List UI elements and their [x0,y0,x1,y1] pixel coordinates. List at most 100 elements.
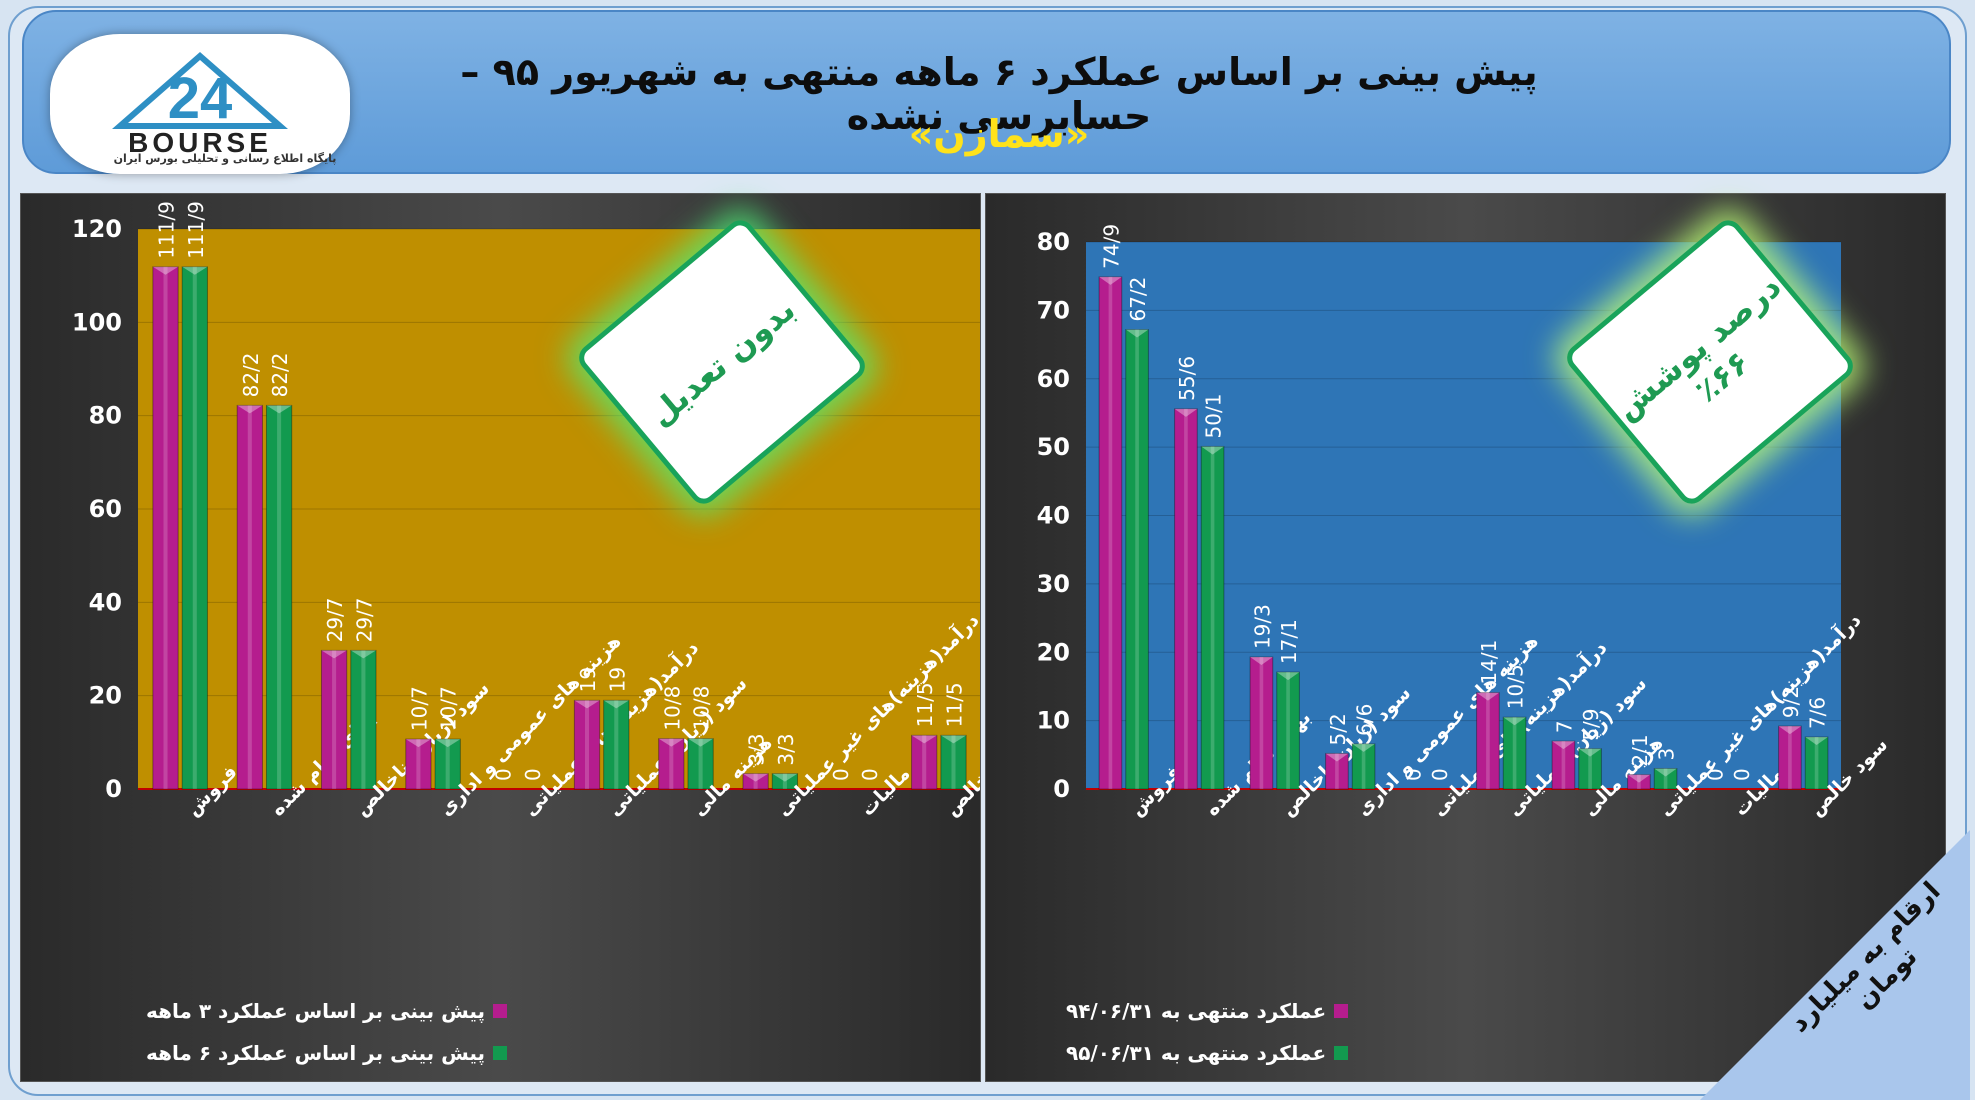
bar-cap [321,650,347,659]
logo-number: 24 [168,66,233,131]
y-tick-label: 0 [105,775,122,803]
logo-subtitle: پایگاه اطلاع رسانی و تحلیلی بورس ایران [113,152,337,165]
data-label: 2/1 [1628,734,1652,766]
data-label: 111/9 [184,201,208,259]
bar [1476,692,1500,790]
y-tick-label: 20 [1037,638,1070,666]
bar-cap [1476,692,1500,701]
data-label: 10/7 [437,686,461,731]
bar-cap [603,700,629,709]
bar-highlight [416,739,421,789]
data-label: 3/3 [745,733,769,765]
bar-cap [350,650,377,659]
y-tick-label: 10 [1037,707,1070,735]
bar-highlight [1512,717,1517,789]
data-label: 19 [605,667,629,692]
data-label: 19/3 [1250,604,1274,649]
y-tick-label: 50 [1037,433,1070,461]
data-label: 10/5 [1504,664,1528,709]
bar-cap [911,735,937,744]
bar-cap [742,773,769,782]
data-label: 7 [1552,720,1576,733]
bar [1627,774,1651,790]
legend-item-3-month: پیش بینی بر اساس عملکرد ۳ ماهه [146,999,508,1023]
bar-highlight [753,773,758,789]
bar-highlight [1561,741,1566,789]
bar-highlight [445,739,450,789]
bar-cap [1174,408,1198,417]
bar [1325,752,1349,790]
bar-highlight [698,738,703,789]
bar-cap [1325,753,1349,762]
bar-cap [266,405,292,414]
bar-highlight [1663,768,1668,789]
bar-cap [1125,329,1149,338]
chart-panel-right: 0102030405060708074/967/2فروش55/650/1بها… [985,193,1946,1082]
data-label: 5/2 [1326,713,1350,745]
legend-label: عملکرد منتهی به ۹۵/۰۶/۳۱ [1066,1041,1327,1065]
bar [1098,276,1123,790]
data-label: 10/8 [660,686,684,731]
bar-cap [405,739,432,748]
legend-swatch-icon [493,1046,508,1060]
units-corner: ارقام به میلیارد تومان [1700,830,1970,1100]
chart-left: 020406080100120111/9111/9فروش82/282/2بها… [72,201,980,821]
bar-cap [1099,276,1122,285]
bar [236,404,263,790]
bar [1351,743,1376,790]
bar [1778,725,1802,790]
data-label: 3 [1655,748,1679,761]
data-label: 7/6 [1806,697,1830,729]
bar-cap [1352,743,1375,752]
bar-cap [182,266,208,275]
bar [1125,329,1149,790]
bar [181,266,208,790]
data-label: 0 [1401,768,1425,781]
bar-highlight [782,773,787,789]
y-tick-label: 100 [72,308,122,336]
bar [1276,671,1300,790]
bar-highlight [1210,446,1215,789]
data-label: 29/7 [352,597,376,642]
bar-cap [1552,741,1575,750]
data-label: 11/5 [942,682,966,727]
bar-highlight [1259,657,1264,789]
bar-cap [940,735,967,744]
data-label: 0 [521,768,545,781]
bar-cap [687,738,714,747]
bar-highlight [1788,726,1792,789]
y-tick-label: 60 [89,495,122,523]
bar-highlight [163,266,168,789]
data-label: 29/7 [323,597,347,642]
data-label: 0 [858,768,882,781]
bar [658,738,685,790]
bar-highlight [1588,748,1592,789]
bar-cap [1250,657,1273,666]
bar-highlight [1637,774,1641,789]
company-name: «سمازن» [908,112,1090,156]
bar [350,649,377,790]
data-label: 74/9 [1099,224,1123,269]
bar [771,773,799,790]
bar-cap [1503,717,1526,726]
bar-highlight [192,266,197,789]
bar-highlight [584,700,590,789]
header-banner: 24 BOURSE پایگاه اطلاع رسانی و تحلیلی بو… [22,10,1951,174]
y-tick-label: 80 [1037,228,1070,256]
legend-label: پیش بینی بر اساس عملکرد ۳ ماهه [146,999,486,1023]
bar [405,738,432,790]
data-label: 67/2 [1126,277,1150,322]
logo-text: BOURSE [128,127,272,158]
bar-cap [1627,774,1651,783]
bar [940,734,967,790]
bar-cap [658,738,684,747]
bar-highlight [1135,329,1139,789]
data-label: 50/1 [1202,394,1226,439]
bar-highlight [1286,672,1290,789]
bar-highlight [922,735,927,789]
data-label: 0 [829,768,853,781]
bar-cap [772,773,798,782]
bar-cap [435,739,461,748]
y-tick-label: 60 [1037,365,1070,393]
data-label: 55/6 [1175,356,1199,401]
